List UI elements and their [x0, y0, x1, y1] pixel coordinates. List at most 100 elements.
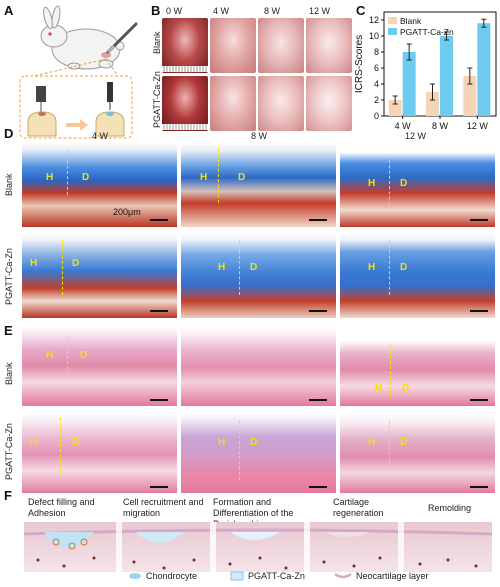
y-axis-label: ICRS-Scores	[354, 35, 365, 93]
defect-label-e3: D	[402, 383, 410, 394]
boundary-line-d2	[218, 148, 219, 203]
scale-label: 200μm	[113, 207, 141, 217]
he-pgatt-8w	[181, 413, 336, 493]
defect-label-d5: D	[250, 262, 258, 273]
masson-blank-4w	[22, 142, 177, 227]
icrs-score-chart: 0 2 4 6 8 10 12 ICRS-Scores 4 W 8 W 12 W BlankPGATT…	[354, 11, 497, 131]
column-label-d-4w: 4 W	[92, 131, 109, 141]
y-tick-label: 0	[374, 111, 379, 121]
defect-label-e4: D	[72, 437, 80, 448]
gross-photo-pgatt-8w	[258, 76, 304, 131]
gross-photo-blank-8w	[258, 18, 304, 73]
scale-bar-e4	[150, 486, 168, 488]
host-label-e5: H	[218, 437, 226, 448]
pgatt-legend-icon	[230, 571, 244, 581]
ruler-blank	[162, 66, 208, 72]
panel-label-c: C	[356, 3, 366, 18]
defect-label-d4: D	[72, 258, 80, 269]
scale-bar-e3	[470, 399, 488, 401]
legend-label: Blank	[400, 16, 422, 26]
stage-label-1: Defect filling and Adhesion	[28, 497, 95, 518]
scale-bar-e5	[309, 486, 327, 488]
column-label-4w: 4 W	[213, 6, 230, 16]
column-label-d-12w: 12 W	[405, 131, 427, 141]
bar-pgatt-ca-zn-3	[477, 23, 491, 117]
row-label-e-pgatt: PGATT-Ca-Zn	[4, 423, 14, 480]
he-blank-8w	[181, 326, 336, 406]
stage-label-5: Remolding	[428, 503, 472, 513]
boundary-line-d3	[389, 155, 390, 210]
host-label-d3: H	[368, 178, 376, 189]
host-label-d6: H	[368, 262, 376, 273]
row-label-pgatt: PGATT-Ca-Zn	[152, 71, 162, 128]
scale-bar-e6	[470, 486, 488, 488]
gross-photo-pgatt-0w	[162, 76, 208, 131]
panel-label-f: F	[4, 488, 12, 503]
row-label-blank: Blank	[152, 31, 162, 54]
scale-bar-e1	[150, 399, 168, 401]
scale-bar-d6	[470, 310, 488, 312]
gross-photo-blank-4w	[210, 18, 256, 73]
column-label-12w: 12 W	[309, 6, 331, 16]
bar-blank-1	[388, 100, 402, 116]
bar-pgatt-ca-zn-2	[440, 36, 453, 116]
panel-label-b: B	[151, 3, 161, 18]
defect-label-d6: D	[400, 262, 408, 273]
panel-label-e: E	[4, 323, 13, 338]
boundary-line-e1	[67, 335, 68, 380]
scale-bar-d2	[309, 219, 327, 221]
x-tick-label: 12 W	[467, 121, 489, 131]
he-blank-4w	[22, 326, 177, 406]
scale-bar-d1	[150, 219, 168, 221]
scale-bar-e2	[309, 399, 327, 401]
host-label-e6: H	[368, 437, 376, 448]
chondrocyte-legend-icon	[129, 573, 141, 579]
masson-blank-8w	[181, 142, 336, 227]
bar-blank-2	[426, 92, 439, 116]
legend-chondrocyte: Chondrocyte	[146, 571, 198, 581]
column-label-8w: 8 W	[264, 6, 281, 16]
host-label-e4: H	[30, 437, 38, 448]
rabbit-surgery-illustration	[19, 5, 138, 139]
host-label-e3: H	[375, 383, 383, 394]
column-label-d-8w: 8 W	[251, 131, 268, 141]
y-tick-label: 12	[369, 15, 379, 25]
host-label-d4: H	[30, 258, 38, 269]
panel-label-d: D	[4, 126, 14, 141]
host-label-d5: H	[218, 262, 226, 273]
he-blank-12w	[340, 326, 495, 406]
gross-photo-blank-12w	[306, 18, 352, 73]
defect-label-e1: D	[80, 350, 88, 361]
neocartilage-legend-icon	[334, 572, 352, 579]
x-tick-label: 4 W	[395, 121, 412, 131]
y-tick-label: 10	[369, 31, 379, 41]
gross-photo-pgatt-4w	[210, 76, 256, 131]
row-label-e-blank: Blank	[4, 362, 14, 385]
masson-pgatt-12w	[340, 233, 495, 318]
panel-label-a: A	[4, 3, 14, 18]
boundary-line-d1	[67, 150, 68, 195]
defect-label-e5: D	[250, 437, 258, 448]
legend-pgatt: PGATT-Ca-Zn	[248, 571, 305, 581]
legend-swatch	[388, 28, 397, 35]
boundary-line-e5	[239, 420, 240, 480]
scale-bar-d3	[470, 219, 488, 221]
row-label-d-pgatt: PGATT-Ca-Zn	[4, 248, 14, 305]
stage-label-4: Cartilage regeneration	[333, 497, 384, 518]
y-tick-label: 6	[374, 63, 379, 73]
x-tick-label: 8 W	[432, 121, 449, 131]
masson-blank-12w	[340, 142, 495, 227]
masson-pgatt-4w	[22, 233, 177, 318]
ruler-pgatt	[162, 124, 208, 130]
defect-label-d1: D	[82, 172, 90, 183]
boundary-line-e4	[60, 418, 61, 473]
legend-label: PGATT-Ca-Zn	[400, 27, 454, 37]
boundary-line-e3	[390, 345, 391, 395]
boundary-line-e6	[389, 420, 390, 480]
defect-label-e6: D	[400, 437, 408, 448]
legend-neocartilage: Neocartilage layer	[356, 571, 429, 581]
he-pgatt-12w	[340, 413, 495, 493]
regeneration-process-diagram	[24, 522, 492, 572]
gross-photo-pgatt-12w	[306, 76, 352, 131]
bar-pgatt-ca-zn-1	[402, 52, 416, 116]
